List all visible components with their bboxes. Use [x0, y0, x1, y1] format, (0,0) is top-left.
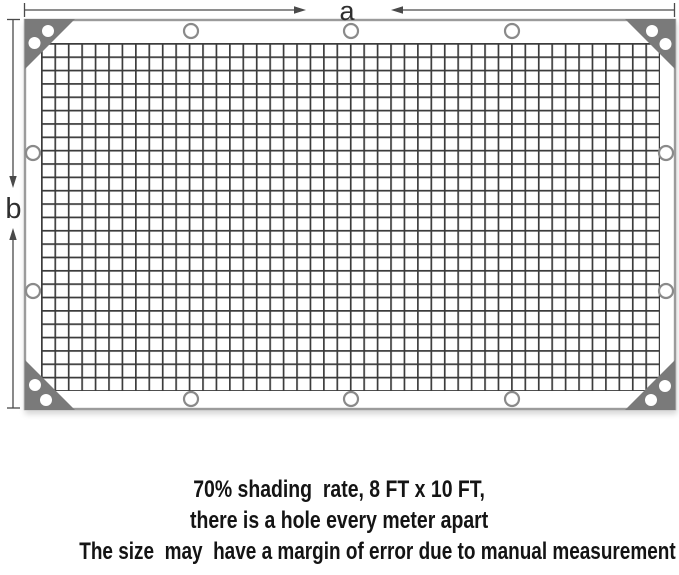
- grommet-bottom-3: [503, 390, 521, 408]
- grommet-right-2: [657, 282, 675, 300]
- grommet-left-2: [24, 282, 42, 300]
- edge-grommets: [24, 22, 675, 408]
- dimension-height-b: b: [5, 18, 22, 409]
- arrow-up-icon: [9, 228, 17, 240]
- dim-label-b: b: [5, 193, 21, 225]
- caption-block: 70% shading rate, 8 FT x 10 FT, there is…: [0, 474, 679, 567]
- grommet-bottom-2: [342, 390, 360, 408]
- dim-label-a: a: [339, 0, 355, 26]
- arrow-down-icon: [9, 176, 17, 188]
- grommet-top-2: [342, 22, 360, 40]
- grommet-right-1: [657, 144, 675, 162]
- shade-net-tarp: [23, 18, 677, 411]
- caption-line-measurement-note: The size may have a margin of error due …: [79, 538, 676, 565]
- corner-patch-top-left: [25, 19, 75, 69]
- grommet-left-1: [24, 144, 42, 162]
- arrow-right-icon: [294, 6, 306, 14]
- shade-net-diagram: a b: [5, 0, 677, 411]
- grommet-top-3: [503, 22, 521, 40]
- caption-line-shading-rate: 70% shading rate, 8 FT x 10 FT,: [193, 476, 486, 503]
- corner-patch-top-right: [625, 19, 675, 69]
- mesh-grid: [41, 43, 660, 391]
- dimension-width-a: a: [23, 0, 676, 26]
- corner-patch-bottom-right: [625, 360, 675, 410]
- grommet-bottom-1: [182, 390, 200, 408]
- arrow-left-icon: [391, 6, 403, 14]
- caption-line-hole-spacing: there is a hole every meter apart: [190, 507, 489, 534]
- grommet-top-1: [182, 22, 200, 40]
- corner-patch-bottom-left: [25, 360, 75, 410]
